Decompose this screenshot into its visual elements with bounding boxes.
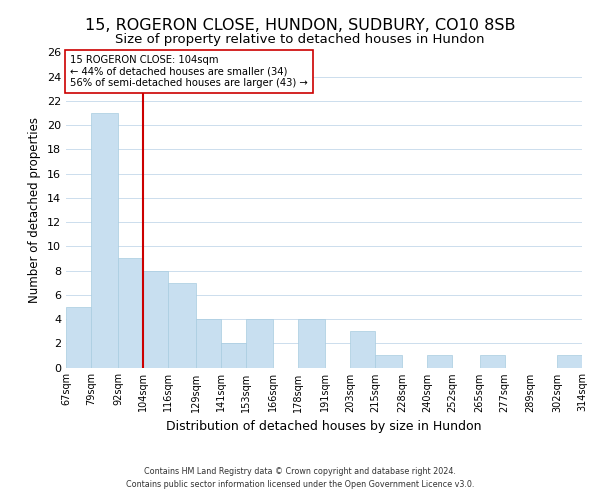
Bar (350, 331, 375, 368)
Bar (66, 307, 91, 368)
Text: Contains HM Land Registry data © Crown copyright and database right 2024.
Contai: Contains HM Land Registry data © Crown c… (126, 467, 474, 489)
Bar (245, 319, 273, 368)
X-axis label: Distribution of detached houses by size in Hundon: Distribution of detached houses by size … (166, 420, 482, 433)
Bar (479, 356, 505, 368)
Bar (298, 319, 325, 368)
Text: 15, ROGERON CLOSE, HUNDON, SUDBURY, CO10 8SB: 15, ROGERON CLOSE, HUNDON, SUDBURY, CO10… (85, 18, 515, 32)
Bar (196, 319, 221, 368)
Text: Size of property relative to detached houses in Hundon: Size of property relative to detached ho… (115, 32, 485, 46)
Bar (169, 282, 196, 368)
Bar (91, 113, 118, 368)
Bar (375, 356, 403, 368)
Bar (221, 344, 245, 367)
Bar (557, 356, 582, 368)
Bar (427, 356, 452, 368)
Bar (118, 258, 143, 368)
Text: 15 ROGERON CLOSE: 104sqm
← 44% of detached houses are smaller (34)
56% of semi-d: 15 ROGERON CLOSE: 104sqm ← 44% of detach… (70, 55, 308, 88)
Bar (143, 270, 169, 368)
Y-axis label: Number of detached properties: Number of detached properties (28, 117, 41, 303)
